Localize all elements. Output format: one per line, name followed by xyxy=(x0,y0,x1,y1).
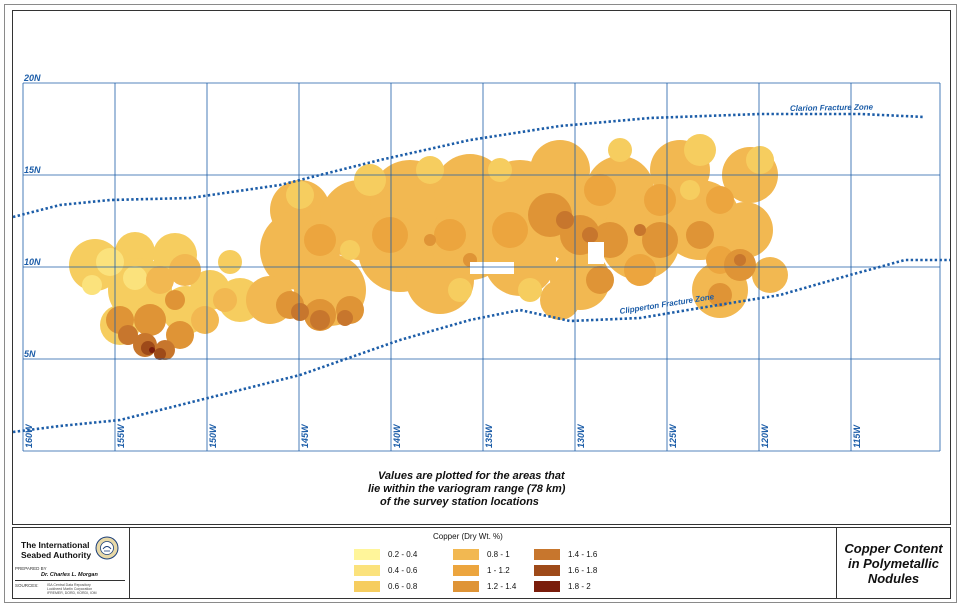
latitude-label: 5N xyxy=(24,349,36,359)
legend-swatch xyxy=(354,548,380,560)
legend-swatch xyxy=(534,580,560,592)
legend-item: 1 - 1.2 xyxy=(453,564,510,576)
longitude-label: 120W xyxy=(760,423,770,448)
legend-swatch xyxy=(534,548,560,560)
legend-label: 0.2 - 0.4 xyxy=(388,549,418,559)
legend-swatch xyxy=(453,580,479,592)
credits-box: The International Seabed Authority PREPA… xyxy=(13,528,130,598)
legend-label: 1.6 - 1.8 xyxy=(568,565,598,575)
longitude-label: 150W xyxy=(208,423,218,448)
legend-label: 1.2 - 1.4 xyxy=(487,581,517,591)
clipperton-fracture-zone-line xyxy=(12,258,950,434)
map-title-line: Copper Content xyxy=(844,540,943,556)
latitude-label: 10N xyxy=(24,257,41,267)
legend-label: 1.8 - 2 xyxy=(568,581,591,591)
map-title-line: Nodules xyxy=(867,570,920,586)
map-title-line: in Polymetallic xyxy=(847,555,940,571)
legend-swatch xyxy=(453,564,479,576)
latitude-label: 20N xyxy=(23,73,41,83)
legend-item: 0.2 - 0.4 xyxy=(354,548,417,560)
longitude-label: 135W xyxy=(484,423,494,448)
latitude-labels: 20N 15N 10N 5N xyxy=(23,73,41,359)
longitude-label: 155W xyxy=(116,423,126,448)
legend-panel: The International Seabed Authority PREPA… xyxy=(12,527,951,599)
variogram-note: Values are plotted for the areas that li… xyxy=(330,470,650,509)
source-line: Lockheed Martin Corporation xyxy=(47,587,93,591)
legend-item: 1.8 - 2 xyxy=(534,580,591,592)
legend-item: 1.4 - 1.6 xyxy=(534,548,597,560)
longitude-label: 140W xyxy=(392,423,402,448)
sources-text: ISA Central Data Repository Lockheed Mar… xyxy=(47,583,97,595)
source-line: IFREMER, DORD, KORDI, IOM xyxy=(47,591,97,595)
note-line: of the survey station locations xyxy=(380,496,539,508)
longitude-label: 130W xyxy=(576,423,586,448)
sources-label: SOURCES: xyxy=(15,583,39,588)
isa-seal-icon xyxy=(95,536,119,560)
legend-label: 1 - 1.2 xyxy=(487,565,510,575)
map-title-box: Copper Content in Polymetallic Nodules xyxy=(836,528,950,598)
legend-item: 0.8 - 1 xyxy=(453,548,510,560)
legend-item: 1.2 - 1.4 xyxy=(453,580,516,592)
legend-title: Copper (Dry Wt. %) xyxy=(433,532,503,541)
legend-item: 1.6 - 1.8 xyxy=(534,564,597,576)
legend-label: 0.4 - 0.6 xyxy=(388,565,418,575)
map-title: Copper Content in Polymetallic Nodules xyxy=(844,541,942,586)
legend-item: 0.4 - 0.6 xyxy=(354,564,417,576)
longitude-label: 125W xyxy=(668,423,678,448)
clarion-fracture-zone-label: Clarion Fracture Zone xyxy=(790,103,874,113)
source-line: ISA Central Data Repository xyxy=(47,583,91,587)
legend-item: 0.6 - 0.8 xyxy=(354,580,417,592)
graticule xyxy=(22,82,941,452)
organization-name: The International Seabed Authority xyxy=(21,540,92,560)
outer-frame xyxy=(4,4,957,603)
legend-label: 0.8 - 1 xyxy=(487,549,510,559)
longitude-label: 115W xyxy=(852,424,862,448)
longitude-label: 145W xyxy=(300,423,310,448)
map-frame xyxy=(12,10,951,525)
clarion-fracture-zone-line xyxy=(12,112,926,219)
legend-swatch xyxy=(534,564,560,576)
divider xyxy=(15,580,125,581)
prepared-by-name: Dr. Charles L. Morgan xyxy=(41,572,98,578)
note-line: Values are plotted for the areas that xyxy=(378,470,565,482)
latitude-label: 15N xyxy=(24,165,41,175)
copper-heat-area xyxy=(69,134,788,360)
legend-swatch xyxy=(453,548,479,560)
prepared-by-label: PREPARED BY xyxy=(15,566,47,571)
legend-label: 1.4 - 1.6 xyxy=(568,549,598,559)
legend-label: 0.6 - 0.8 xyxy=(388,581,418,591)
legend-swatch xyxy=(354,564,380,576)
longitude-label: 160W xyxy=(24,423,34,448)
legend-swatch xyxy=(354,580,380,592)
longitude-labels: 160W 155W 150W 145W 140W 135W 130W 125W 120W 115W xyxy=(24,423,862,448)
note-line: lie within the variogram range (78 km) xyxy=(368,483,566,495)
